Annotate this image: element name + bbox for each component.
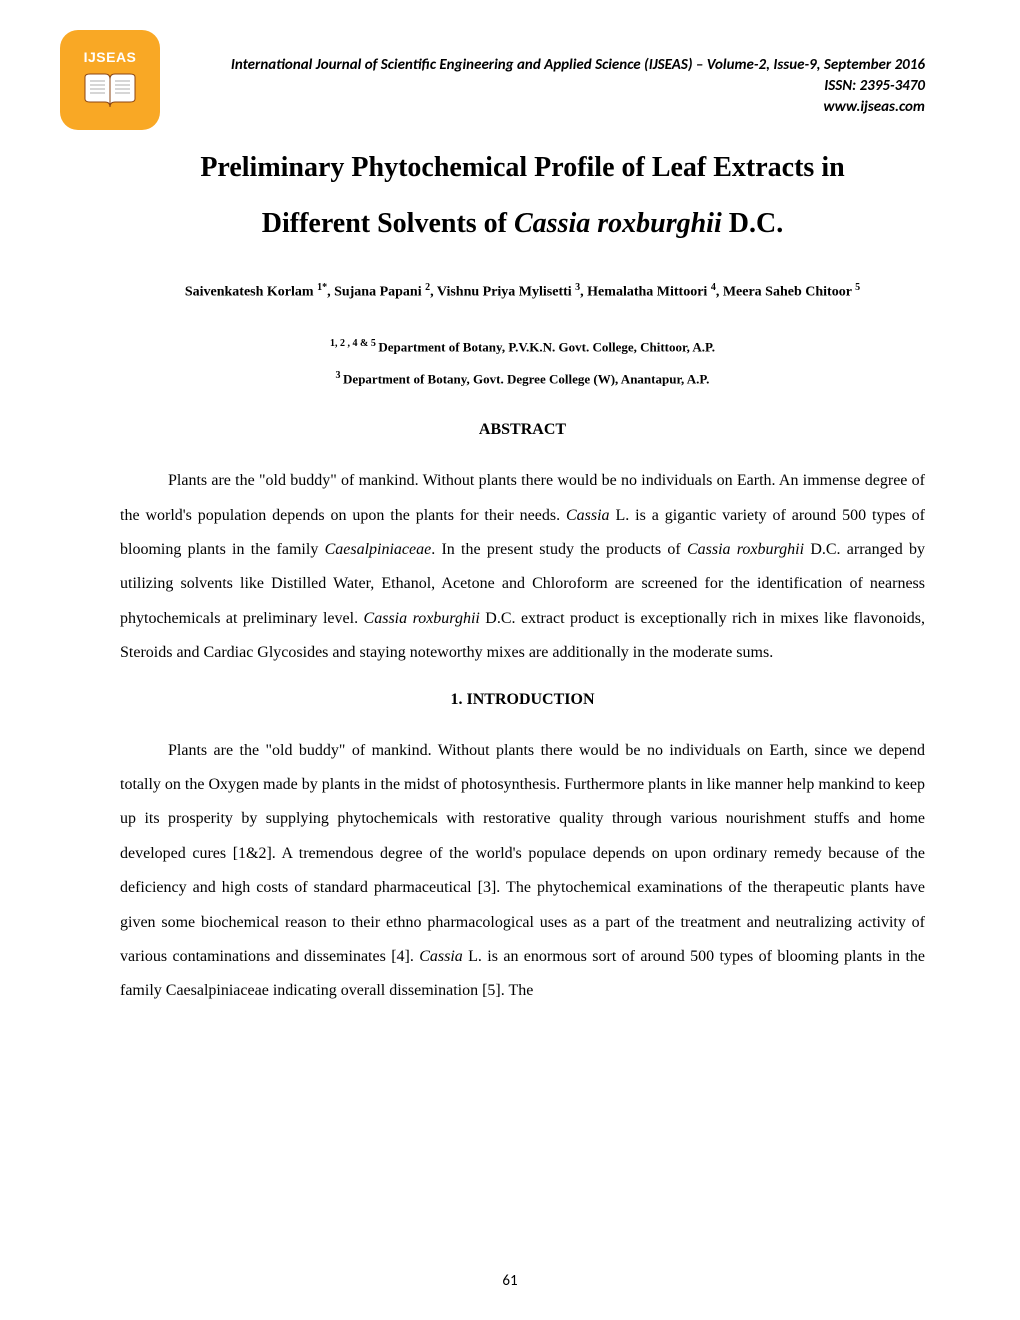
page-number: 61 xyxy=(0,1272,1020,1290)
title-line-2: Different Solvents of Cassia roxburghii … xyxy=(120,196,925,252)
paper-title: Preliminary Phytochemical Profile of Lea… xyxy=(120,140,925,252)
authors-list: Saivenkatesh Korlam 1*, Sujana Papani 2,… xyxy=(120,282,925,301)
affiliation-2: 3 Department of Botany, Govt. Degree Col… xyxy=(120,363,925,396)
issn: ISSN: 2395-3470 xyxy=(801,76,925,97)
logo-text: IJSEAS xyxy=(84,49,137,65)
introduction-paragraph: Plants are the "old buddy" of mankind. W… xyxy=(120,734,925,1009)
header-info: International Journal of Scientific Engi… xyxy=(801,55,925,118)
journal-name: International Journal of Scientific Engi… xyxy=(231,55,925,76)
abstract-paragraph: Plants are the "old buddy" of mankind. W… xyxy=(120,464,925,670)
affiliations: 1, 2 , 4 & 5 Department of Botany, P.V.K… xyxy=(120,331,925,397)
content-area: Preliminary Phytochemical Profile of Lea… xyxy=(120,140,925,1029)
website: www.ijseas.com xyxy=(801,97,925,118)
affiliation-1: 1, 2 , 4 & 5 Department of Botany, P.V.K… xyxy=(120,331,925,364)
abstract-heading: ABSTRACT xyxy=(120,421,925,439)
journal-logo: IJSEAS xyxy=(60,30,160,130)
title-line-1: Preliminary Phytochemical Profile of Lea… xyxy=(120,140,925,196)
book-icon xyxy=(80,69,140,111)
introduction-heading: 1. INTRODUCTION xyxy=(120,691,925,709)
